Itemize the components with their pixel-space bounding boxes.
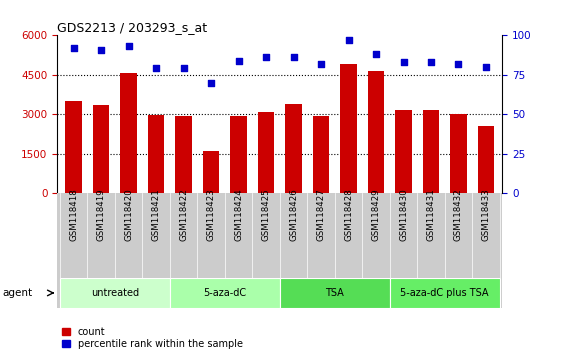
Bar <box>230 116 247 193</box>
Text: untreated: untreated <box>91 288 139 298</box>
Point <box>124 44 133 49</box>
Point <box>262 55 271 60</box>
Bar <box>395 110 412 193</box>
Bar <box>65 101 82 193</box>
Point <box>69 45 78 51</box>
Bar <box>451 114 467 193</box>
Point <box>427 59 436 65</box>
Bar <box>93 105 109 193</box>
Text: 5-aza-dC: 5-aza-dC <box>203 288 246 298</box>
Point <box>207 80 216 85</box>
Bar <box>60 278 170 308</box>
Point <box>372 51 381 57</box>
Point <box>481 64 490 70</box>
Text: TSA: TSA <box>325 288 344 298</box>
Point <box>96 47 106 52</box>
Text: agent: agent <box>3 288 33 298</box>
Point <box>316 61 325 67</box>
Bar <box>478 126 494 193</box>
Text: GDS2213 / 203293_s_at: GDS2213 / 203293_s_at <box>57 21 207 34</box>
Bar <box>423 110 439 193</box>
Point <box>454 61 463 67</box>
Bar <box>368 71 384 193</box>
Point <box>289 55 298 60</box>
Point <box>151 65 160 71</box>
Bar <box>170 278 280 308</box>
Bar <box>280 278 390 308</box>
Point <box>179 65 188 71</box>
Bar <box>258 112 274 193</box>
Point <box>399 59 408 65</box>
Bar <box>313 116 329 193</box>
Point <box>234 58 243 63</box>
Bar <box>120 74 137 193</box>
Bar <box>175 116 192 193</box>
Bar <box>390 278 500 308</box>
Text: 5-aza-dC plus TSA: 5-aza-dC plus TSA <box>400 288 489 298</box>
Bar <box>148 115 164 193</box>
Bar <box>203 151 219 193</box>
Legend: count, percentile rank within the sample: count, percentile rank within the sample <box>62 327 243 349</box>
Bar <box>340 64 357 193</box>
Bar <box>286 104 302 193</box>
Point <box>344 37 353 43</box>
